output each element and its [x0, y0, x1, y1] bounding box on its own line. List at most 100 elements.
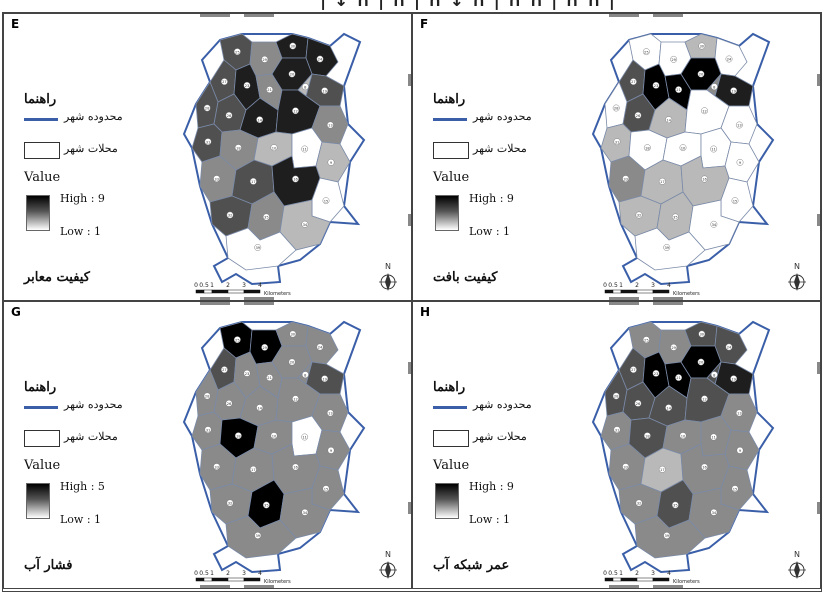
district-marker: [698, 42, 706, 50]
district-number: 34: [712, 223, 717, 227]
district-marker: [643, 144, 651, 152]
district-marker: [262, 213, 270, 221]
district-marker: [710, 145, 718, 153]
boundary-label: محدوده شهر: [64, 110, 123, 123]
district-number: 30: [700, 333, 705, 337]
frame-tick: [244, 297, 274, 300]
legend-title: راهنما: [433, 380, 466, 395]
scale-segment: [652, 289, 670, 294]
district-marker: [663, 244, 671, 251]
district-number: 9: [330, 449, 333, 453]
district-marker: [254, 532, 262, 539]
district-marker: [701, 107, 708, 115]
district-marker: [266, 374, 274, 382]
value-label: Value: [24, 170, 61, 185]
frame-tick: [244, 302, 274, 305]
frame-tick: [408, 214, 411, 226]
district-number: 12: [702, 397, 707, 401]
district-marker: [671, 501, 679, 509]
scale-tick-label: 4: [258, 570, 262, 577]
district-marker: [289, 42, 297, 50]
district-number: 16: [702, 178, 707, 182]
district-number: 25: [235, 338, 240, 342]
svg-text:N: N: [385, 262, 391, 271]
district-marker: [243, 369, 251, 377]
district-number: 27: [222, 368, 227, 372]
district-number: 15: [324, 487, 329, 491]
district-marker: [301, 508, 309, 516]
district-marker: [634, 399, 642, 407]
district-marker: [730, 375, 738, 383]
high-label: High : 9: [469, 480, 514, 493]
district-marker: [249, 177, 257, 185]
district-number: 16: [293, 466, 298, 470]
district-number: 18: [645, 146, 650, 150]
district-number: 34: [303, 223, 308, 227]
scale-tick-label: 0: [603, 570, 607, 577]
scale-segment: [612, 577, 622, 582]
scale-tick-label: 2: [635, 570, 639, 577]
district-marker: [233, 48, 241, 56]
district-marker: [675, 86, 683, 94]
scale-segment: [636, 577, 654, 582]
map-grid: E راهنما محدوده شهر محلات شهر Value High…: [2, 12, 822, 592]
district-number: 18: [236, 434, 241, 438]
district-marker: [652, 369, 660, 377]
frame-tick: [653, 14, 683, 17]
district-marker: [697, 70, 705, 78]
district-marker: [270, 432, 278, 440]
boundary-label: محدوده شهر: [473, 110, 532, 123]
panel-letter: G: [11, 305, 21, 319]
districts-label: محلات شهر: [64, 430, 118, 443]
panel-letter: E: [11, 17, 20, 31]
districts-swatch: [24, 142, 60, 159]
district-marker: [612, 392, 620, 400]
district-number: 9: [330, 161, 333, 165]
district-number: 18: [236, 146, 241, 150]
district-marker: [292, 175, 299, 183]
district-number: 26: [636, 402, 641, 406]
district-marker: [658, 177, 666, 185]
district-marker: [261, 55, 269, 63]
district-number: 35: [264, 504, 269, 508]
district-marker: [671, 213, 679, 221]
high-label: High : 9: [60, 192, 105, 205]
value-ramp: [26, 483, 50, 519]
district-marker: [665, 116, 673, 124]
district-number: 17: [660, 468, 665, 472]
district-marker: [725, 55, 733, 63]
district-number: 10: [272, 434, 277, 438]
district-number: 10: [272, 146, 277, 150]
scale-segment: [243, 289, 261, 294]
district-number: 24: [318, 346, 323, 350]
district-number: 17: [660, 180, 665, 184]
district-number: 14: [257, 118, 262, 122]
district-number: 19: [731, 89, 736, 93]
district-marker: [316, 55, 324, 63]
frame-tick: [200, 14, 230, 17]
district-marker: [635, 499, 643, 507]
district-marker: [225, 399, 233, 407]
district-marker: [663, 532, 671, 539]
district-marker: [288, 70, 296, 78]
frame-tick: [408, 362, 411, 374]
scale-segment: [620, 289, 638, 294]
low-label: Low : 1: [60, 513, 102, 526]
scale-tick-label: 2: [226, 282, 230, 289]
district-marker: [301, 145, 309, 153]
district-number: 26: [227, 402, 232, 406]
frame-tick: [200, 585, 230, 588]
district-number: 12: [293, 109, 298, 113]
scale-segment: [195, 577, 205, 582]
district-number: 23: [654, 84, 659, 88]
district-number: 32: [637, 214, 642, 218]
district-number: 12: [293, 397, 298, 401]
district-marker: [213, 463, 221, 471]
district-number: 20: [699, 73, 704, 77]
scale-segment: [203, 577, 213, 582]
district-marker: [736, 158, 744, 166]
high-label: High : 9: [469, 192, 514, 205]
district-marker: [256, 116, 264, 124]
district-marker: [701, 395, 708, 403]
